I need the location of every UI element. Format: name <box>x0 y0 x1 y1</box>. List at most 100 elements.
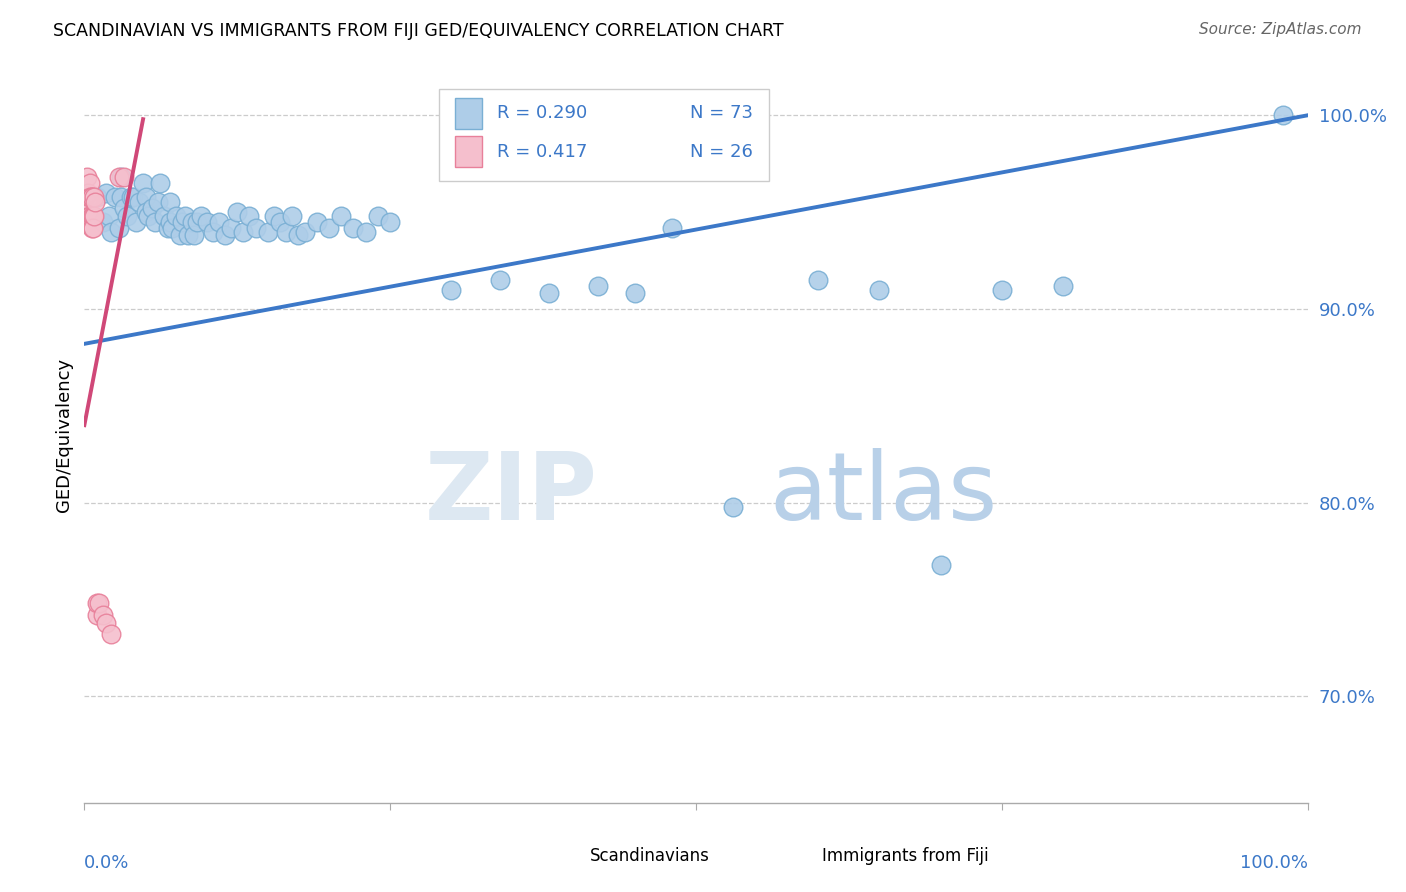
Point <box>159 215 181 229</box>
Point <box>318 220 340 235</box>
Point <box>141 201 163 215</box>
Bar <box>787 845 810 867</box>
Point <box>281 209 304 223</box>
Point <box>107 220 129 235</box>
Point <box>84 195 107 210</box>
Point <box>80 209 103 223</box>
Point <box>186 215 208 229</box>
Point <box>91 607 114 622</box>
Point <box>79 209 101 223</box>
Point <box>83 209 105 223</box>
Bar <box>555 845 578 867</box>
Point <box>122 189 145 203</box>
Text: ZIP: ZIP <box>425 448 598 540</box>
Point <box>183 228 205 243</box>
Point <box>120 189 142 203</box>
Point <box>440 283 463 297</box>
Point <box>86 189 108 203</box>
Point <box>214 228 236 243</box>
Point <box>489 273 512 287</box>
Text: N = 26: N = 26 <box>690 143 752 161</box>
Point <box>195 215 218 229</box>
Point <box>76 170 98 185</box>
Text: R = 0.417: R = 0.417 <box>496 143 586 161</box>
Point <box>83 189 105 203</box>
Point <box>112 201 135 215</box>
Point <box>624 286 647 301</box>
Point <box>87 596 110 610</box>
Point <box>354 225 377 239</box>
Point <box>79 189 101 203</box>
Point <box>135 205 157 219</box>
Point <box>86 596 108 610</box>
Point <box>201 225 224 239</box>
Point <box>82 209 104 223</box>
Point <box>76 195 98 210</box>
Point <box>77 205 100 219</box>
Point <box>226 205 249 219</box>
Point <box>330 209 353 223</box>
Point <box>269 215 291 229</box>
Point <box>276 225 298 239</box>
Point <box>245 220 267 235</box>
Point <box>807 273 830 287</box>
Point <box>96 186 118 200</box>
Point <box>77 189 100 203</box>
Point <box>721 500 744 514</box>
Point <box>159 195 181 210</box>
Point <box>929 558 952 572</box>
Point <box>107 170 129 185</box>
Point <box>91 215 114 229</box>
Text: SCANDINAVIAN VS IMMIGRANTS FROM FIJI GED/EQUIVALENCY CORRELATION CHART: SCANDINAVIAN VS IMMIGRANTS FROM FIJI GED… <box>53 22 785 40</box>
Point <box>190 209 212 223</box>
Text: Scandinavians: Scandinavians <box>589 847 710 864</box>
Point <box>136 209 159 223</box>
Text: Immigrants from Fiji: Immigrants from Fiji <box>823 847 988 864</box>
Point <box>77 186 100 200</box>
Point <box>263 209 285 223</box>
Point <box>181 215 204 229</box>
Point <box>380 215 402 229</box>
Point <box>169 228 191 243</box>
Point <box>125 215 148 229</box>
Point <box>661 220 683 235</box>
Point <box>305 215 328 229</box>
Point <box>149 176 172 190</box>
Point <box>367 209 389 223</box>
Point <box>110 189 132 203</box>
Point <box>172 215 194 229</box>
Text: atlas: atlas <box>769 448 998 540</box>
Point <box>991 283 1014 297</box>
Text: N = 73: N = 73 <box>690 104 752 122</box>
Point <box>80 189 103 203</box>
Point <box>257 225 280 239</box>
Point <box>165 209 187 223</box>
Point <box>132 176 155 190</box>
Point <box>143 215 166 229</box>
Point <box>86 607 108 622</box>
Point <box>208 215 231 229</box>
Point <box>869 283 891 297</box>
Point <box>162 220 184 235</box>
Bar <box>456 98 482 128</box>
Point <box>96 615 118 630</box>
Point <box>79 176 101 190</box>
Point <box>80 220 103 235</box>
Point <box>232 225 254 239</box>
Point <box>342 220 364 235</box>
Point <box>177 228 200 243</box>
Point <box>82 220 104 235</box>
FancyBboxPatch shape <box>439 89 769 181</box>
Bar <box>456 136 482 167</box>
Point <box>1052 278 1074 293</box>
Point <box>586 278 609 293</box>
Point <box>238 209 260 223</box>
Point <box>146 195 169 210</box>
Point <box>100 225 122 239</box>
Point <box>77 209 100 223</box>
Text: 0.0%: 0.0% <box>84 855 129 872</box>
Text: Source: ZipAtlas.com: Source: ZipAtlas.com <box>1198 22 1361 37</box>
Point <box>135 189 157 203</box>
Point <box>294 225 316 239</box>
Point <box>128 195 150 210</box>
